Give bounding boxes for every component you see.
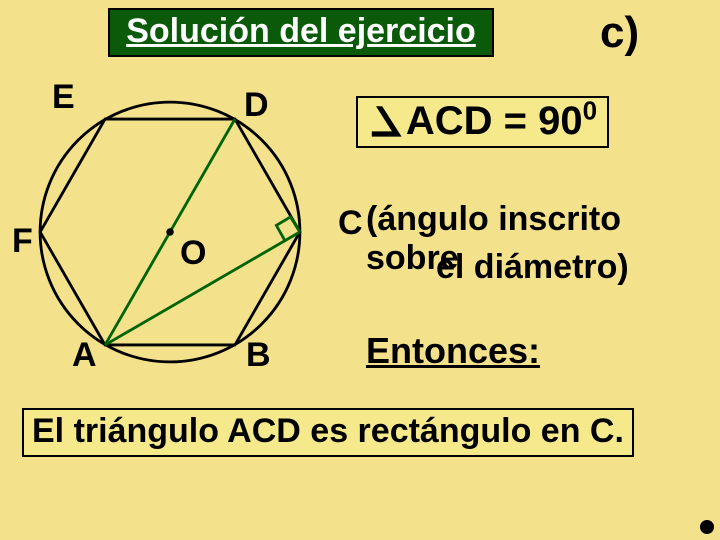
conclusion-box: El triángulo ACD es rectángulo en C.	[22, 408, 634, 457]
vertex-label-e: E	[52, 78, 75, 117]
title-text: Solución del ejercicio	[126, 12, 476, 50]
item-c-label: c)	[600, 8, 639, 58]
angle-symbol: ∠	[368, 100, 404, 146]
geometry-diagram	[10, 72, 330, 392]
title-box: Solución del ejercicio	[108, 8, 494, 57]
angle-acd-box: ∠ACD = 900	[356, 96, 609, 148]
vertex-label-c: C	[338, 204, 363, 243]
slide-stage: Solución del ejercicioc)∠ACD = 900(ángul…	[0, 0, 720, 540]
angle-acd-text: ACD = 90	[406, 99, 583, 143]
vertex-label-o: O	[180, 234, 206, 273]
vertex-label-f: F	[12, 222, 33, 261]
vertex-label-d: D	[244, 86, 269, 125]
reason-line-2: el diámetro)	[436, 248, 629, 287]
vertex-label-b: B	[246, 336, 271, 375]
center-dot	[166, 228, 174, 236]
entonces-label: Entonces:	[366, 330, 540, 372]
angle-acd-sup: 0	[583, 96, 597, 126]
corner-dot	[700, 520, 714, 534]
vertex-label-a: A	[72, 336, 97, 375]
